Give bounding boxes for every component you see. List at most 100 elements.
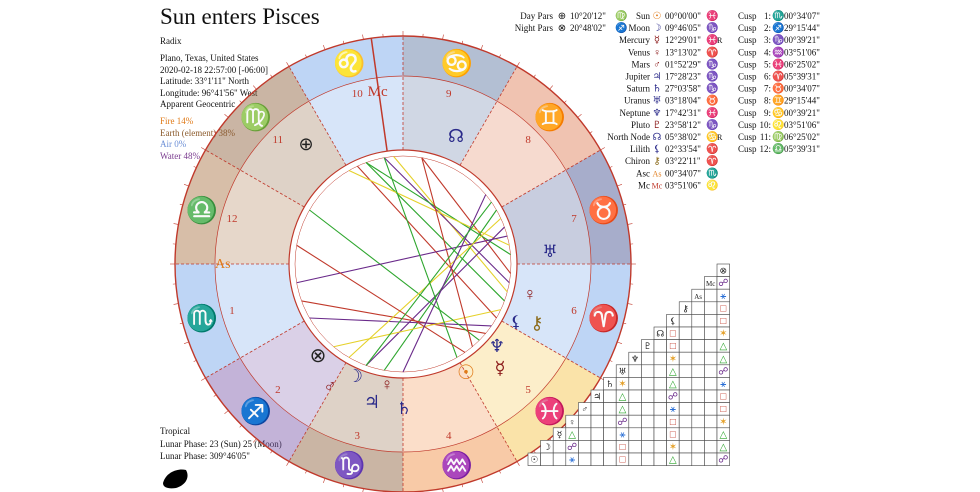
planet-sign: ♈ [706,142,718,155]
chart-info: Radix Plano, Texas, United States 2020-0… [160,36,268,162]
house-cusp-line [459,362,518,462]
cusp-position: 05°39'31" [784,72,820,82]
planet-sign: ♑ [706,82,718,95]
longitude: Longitude: 96°41'56" West [160,87,258,98]
cusp-position: 00°34'07" [784,84,820,94]
degree-tick [623,322,627,325]
grid-cell [704,402,718,416]
planet-position: 23°58'12" [665,120,701,130]
retrograde-marker: R [717,133,723,142]
house-number: 6 [571,305,577,317]
cusp-number: 7: [764,84,771,94]
latitude: Latitude: 33°1'11" North [160,76,250,87]
sign-glyph: ♒ [441,450,473,480]
cusp-label: Cusp [738,47,757,57]
house-number: 11 [273,134,284,146]
grid-aspect-symbol: ☍ [617,417,627,428]
degree-tick [173,223,179,225]
grid-cell [552,440,567,454]
planet-position: 03°51'06" [665,180,701,190]
planet-name: Pluto [631,120,651,130]
grid-cell [628,364,642,378]
grid-cell [552,452,567,466]
cusp-number: 8: [764,96,771,106]
grid-aspect-symbol: ☍ [718,278,728,289]
house-band-segment [309,362,403,452]
degree-tick [617,184,623,187]
planet-table-glyph: ☉ [653,11,662,22]
planet-position: 03°22'11" [665,156,701,166]
cusp-sign: ♎ [772,142,784,155]
asc-label: As [215,257,231,272]
planet-table-glyph: ♃ [653,72,662,83]
grid-cell [704,351,718,366]
cusp-label: Cusp [738,11,757,21]
planet-sign: ♌ [706,178,718,191]
grid-cell [628,402,642,416]
grid-aspect-symbol: △ [568,429,576,440]
grid-cell [641,402,655,416]
positions-table: Day Pars ⊕ 10°20'12" ♍ Night Pars ⊗ 20°48'02" ♐… [515,9,820,191]
sign-glyph: ♏ [186,303,218,333]
grid-cell [653,440,667,454]
grid-aspect-symbol: △ [619,392,627,403]
grid-aspect-symbol: □ [720,404,726,415]
grid-cell [704,339,718,353]
planet-position: 01°52'29" [665,59,701,69]
grid-cell [704,364,718,378]
planet-table-glyph: ☿ [654,35,660,46]
grid-cell [704,314,718,328]
grid-aspect-symbol: □ [720,392,726,403]
planet-glyph: ♀ [523,284,537,304]
grid-cell [691,440,705,454]
zodiac-type: Tropical [160,426,191,436]
planet-position: 00°34'07" [665,168,701,178]
grid-cell [628,440,642,454]
element-water: Water 48% [160,150,201,161]
house-cusp-line [288,362,347,462]
grid-row-glyph: ☿ [557,429,563,439]
degree-tick [270,74,273,78]
grid-aspect-symbol: ⚹ [670,404,676,415]
cusp-number: 3: [764,35,771,45]
house-band-segment [460,321,566,427]
cusp-sign: ♉ [772,82,784,95]
planet-glyph: ⊗ [310,345,327,367]
pars-glyph: ⊕ [558,11,566,22]
planet-name: Mc [638,180,650,190]
degree-tick [627,303,633,305]
planet-position: 09°46'05" [665,23,701,33]
planet-sign: ♑ [706,57,718,70]
sign-glyph: ♈ [588,303,620,333]
grid-cell [704,377,718,391]
grid-aspect-symbol: ✶ [618,379,626,390]
aspect-line [402,194,487,373]
grid-cell [641,427,655,441]
planet-table-glyph: ♆ [653,108,662,119]
planet-glyph: ♅ [542,242,557,261]
grid-aspect-symbol: △ [669,379,677,390]
house-band-segment [240,321,346,427]
house-number: 12 [227,213,238,225]
location: Plano, Texas, United States [160,53,259,64]
grid-cell [691,339,705,353]
grid-cell [704,326,718,340]
cusp-label: Cusp [738,84,757,94]
grid-row-glyph: ♃ [593,392,601,402]
grid-aspect-symbol: □ [670,429,676,440]
cusp-number: 6: [764,72,771,82]
grid-cell [704,389,718,403]
sign-glyph: ♓ [534,396,566,426]
house-band-segment [403,362,497,452]
planet-sign: ♑ [706,21,718,34]
grid-cell [691,326,705,340]
degree-tick [516,461,520,466]
degree-tick [179,203,183,206]
planet-sign: ♋ [706,130,718,143]
cusp-number: 9: [764,108,771,118]
degree-tick [362,488,364,492]
degree-tick [480,44,483,50]
degree-tick [442,488,444,492]
sign-band-segment [205,358,309,462]
cusp-sign: ♊ [772,94,784,107]
